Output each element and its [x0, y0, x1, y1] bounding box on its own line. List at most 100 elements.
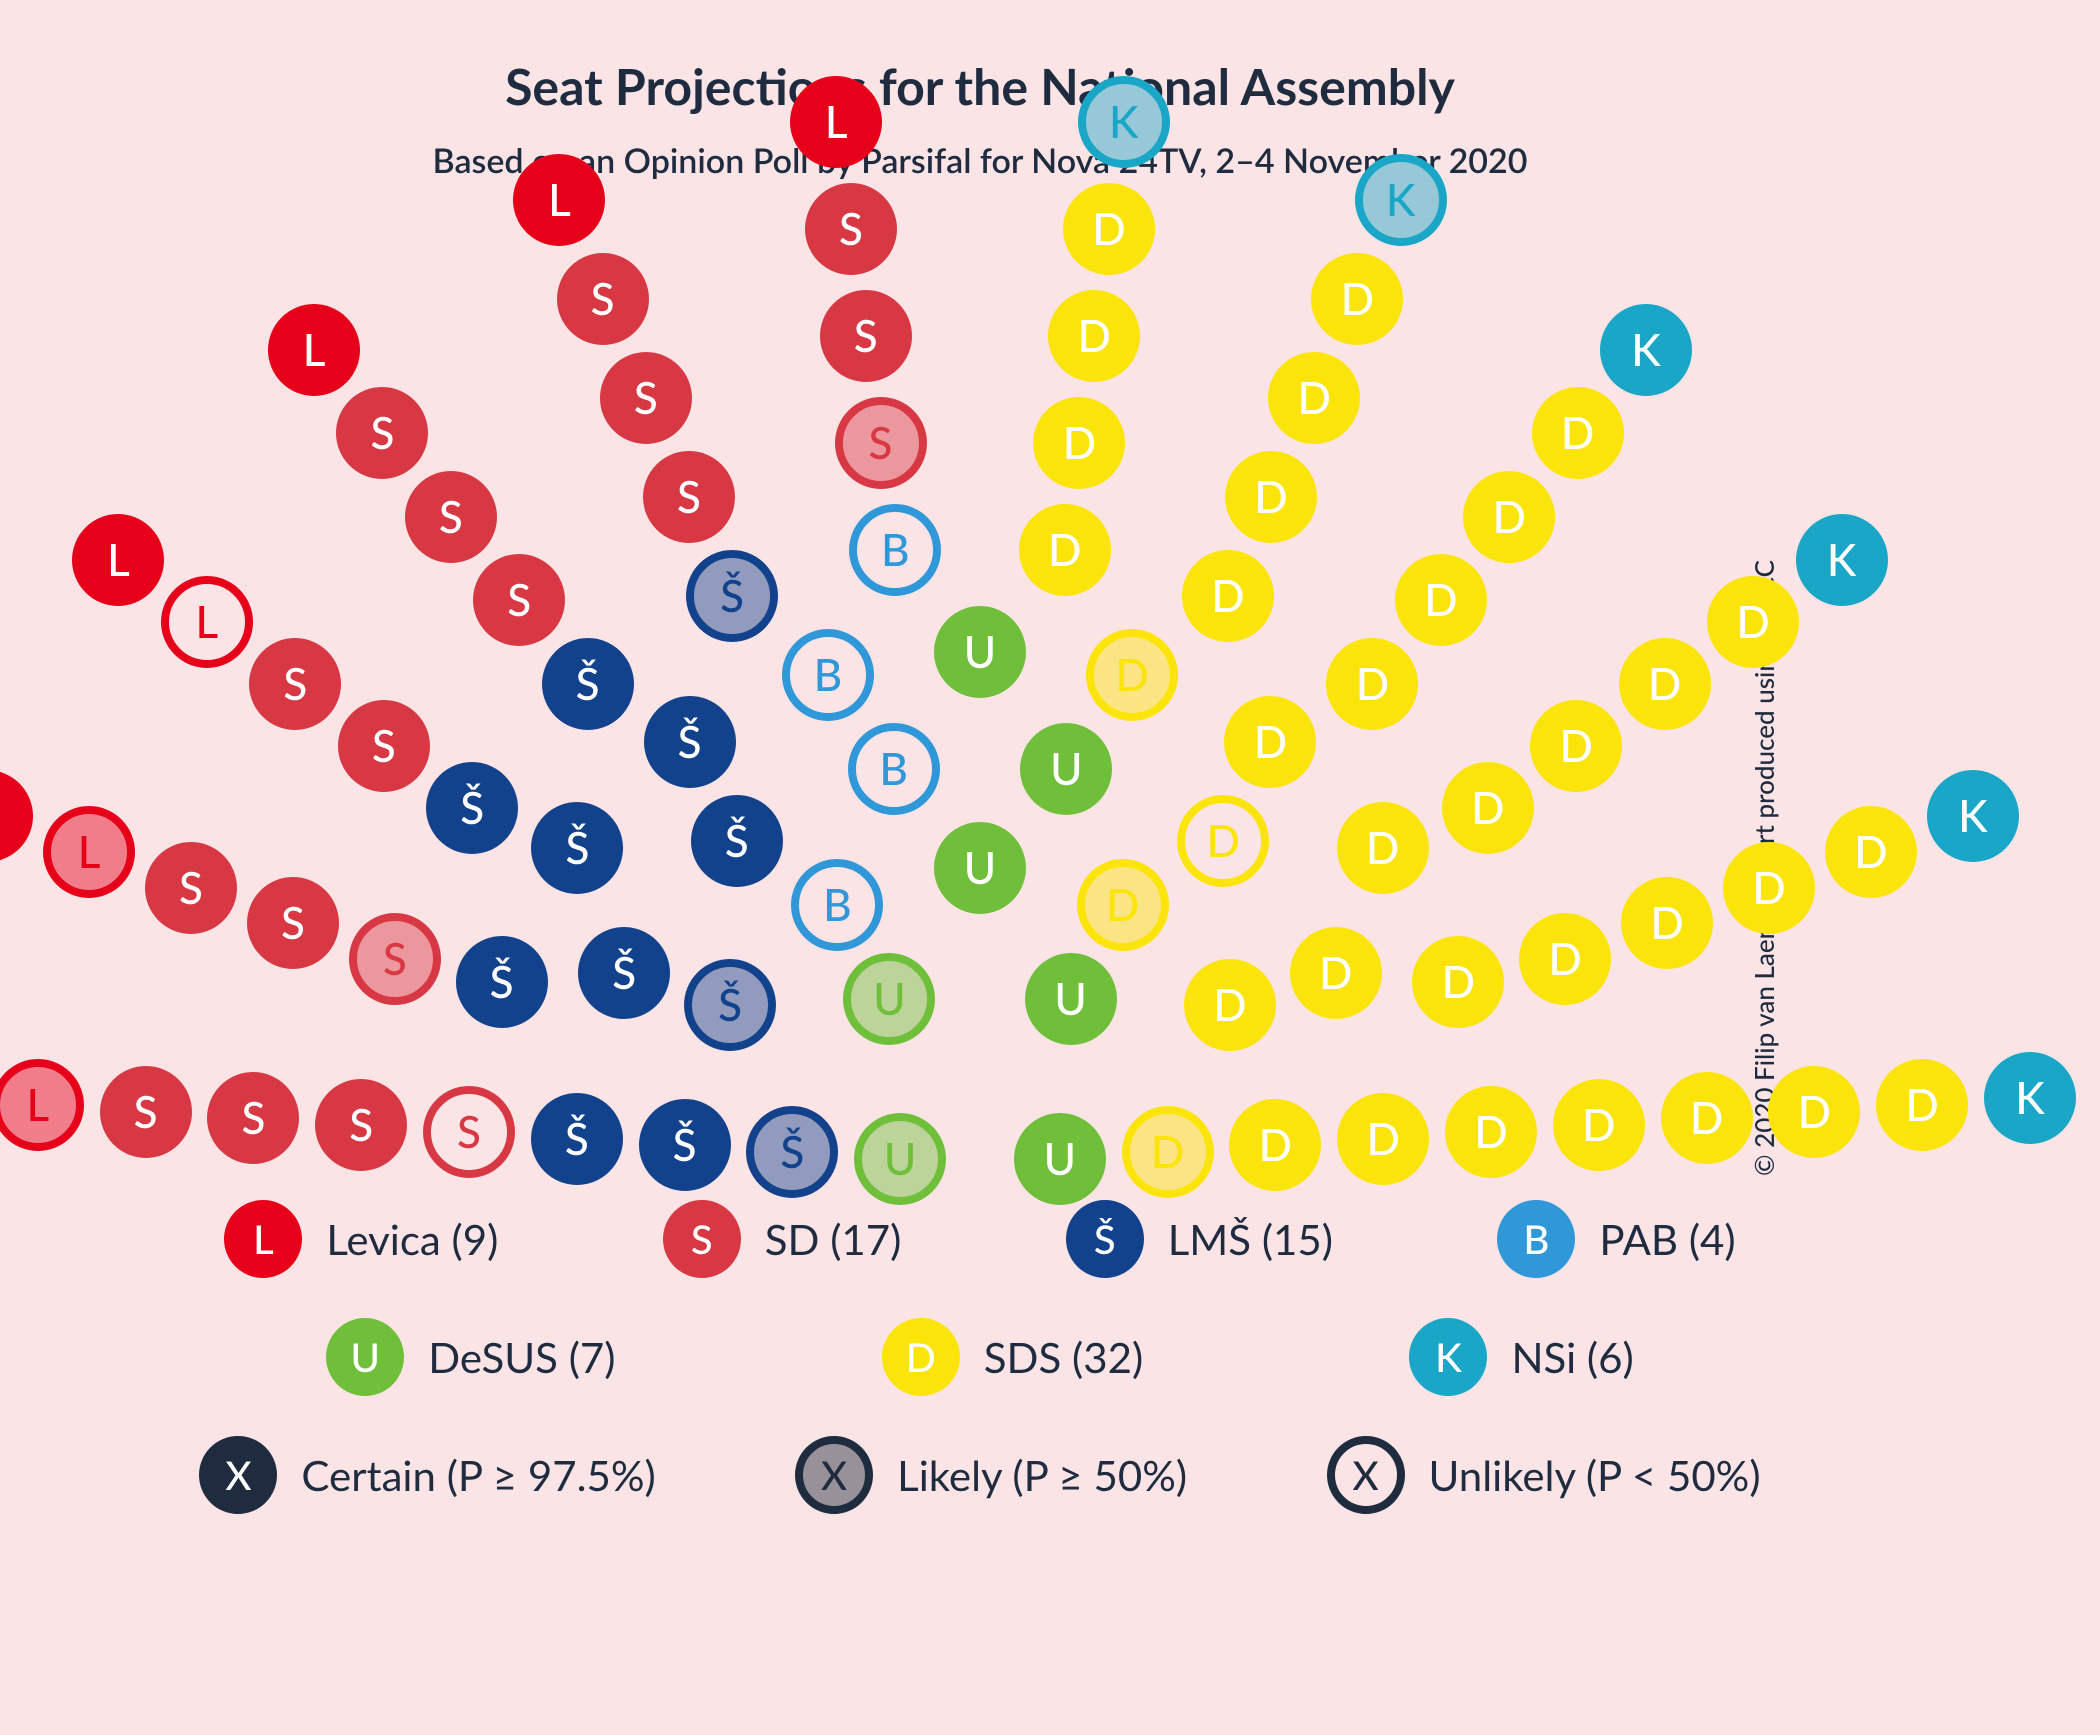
seat-letter: L: [825, 100, 848, 144]
seat-letter: K: [1386, 178, 1415, 222]
seat-letter: D: [1854, 830, 1887, 874]
seat-letter: D: [1092, 207, 1125, 251]
seat: D: [1723, 842, 1815, 934]
legend-swatch: L: [224, 1200, 302, 1278]
seat: D: [1825, 806, 1917, 898]
legend-row: XCertain (P ≥ 97.5%)XLikely (P ≥ 50%)XUn…: [60, 1436, 1900, 1514]
seat: L: [72, 514, 164, 606]
seat: D: [1268, 352, 1360, 444]
seat-letter: D: [1115, 653, 1148, 697]
seat-letter: S: [281, 901, 305, 945]
legend-item: LLevica (9): [224, 1200, 498, 1278]
seat-letter: S: [283, 662, 307, 706]
seat: S: [423, 1086, 515, 1178]
seat: Š: [578, 927, 670, 1019]
seat: U: [934, 822, 1026, 914]
seat-letter: B: [814, 653, 843, 697]
seat-letter: Š: [576, 662, 600, 706]
seat-letter: K: [2015, 1076, 2044, 1120]
seat: D: [1086, 629, 1178, 721]
seat-letter: S: [134, 1090, 158, 1134]
seat: L: [513, 154, 605, 246]
legend-label: LMŠ (15): [1168, 1214, 1333, 1264]
seat-letter: Š: [718, 983, 742, 1027]
seat: S: [249, 638, 341, 730]
seat-letter: B: [823, 883, 852, 927]
legend-swatch: X: [1327, 1436, 1405, 1514]
seat-letter: S: [869, 421, 893, 465]
seat: S: [315, 1079, 407, 1171]
seat: D: [1621, 877, 1713, 969]
seat-letter: S: [591, 277, 615, 321]
seat-letter: Š: [612, 951, 636, 995]
legend-label: Likely (P ≥ 50%): [897, 1450, 1187, 1500]
seat: Š: [639, 1099, 731, 1191]
legend-item: BPAB (4): [1497, 1200, 1735, 1278]
seat-letter: D: [1492, 495, 1525, 539]
seat-letter: L: [27, 1083, 50, 1127]
seat: D: [1077, 859, 1169, 951]
seat-letter: Š: [725, 819, 749, 863]
seat: Š: [542, 638, 634, 730]
seat-letter: Š: [678, 720, 702, 764]
legend-item: X Unlikely (P < 50%): [1327, 1436, 1761, 1514]
legend-swatch: U: [326, 1318, 404, 1396]
seat-letter: D: [1063, 421, 1096, 465]
seat: K: [1927, 770, 2019, 862]
legend-item: XLikely (P ≥ 50%): [795, 1436, 1187, 1514]
seat: Š: [686, 550, 778, 642]
seat: D: [1337, 802, 1429, 894]
seat: U: [1025, 953, 1117, 1045]
seat: B: [782, 629, 874, 721]
seat: D: [1326, 638, 1418, 730]
seat-letter: D: [1106, 883, 1139, 927]
seat-letter: D: [1259, 1123, 1292, 1167]
seat-letter: D: [1650, 901, 1683, 945]
seat-letter: Š: [565, 826, 589, 870]
hemicycle-arch: LLLLLLKKKKKKLLLSSSDDDDDDSSSSSSDDDDDDSSSS…: [40, 220, 1920, 1120]
seat: D: [1768, 1066, 1860, 1158]
seat: U: [843, 953, 935, 1045]
seat: S: [835, 397, 927, 489]
seat-letter: L: [303, 328, 326, 372]
seat: K: [1796, 514, 1888, 606]
seat: K: [1078, 76, 1170, 168]
seat: D: [1530, 700, 1622, 792]
seat: S: [349, 913, 441, 1005]
seat: S: [100, 1066, 192, 1158]
seat-letter: U: [1044, 1137, 1076, 1181]
seat: D: [1182, 550, 1274, 642]
seat-letter: D: [1297, 376, 1330, 420]
seat-letter: S: [383, 937, 407, 981]
legend-item: DSDS (32): [882, 1318, 1143, 1396]
seat: Š: [531, 1093, 623, 1185]
seat-letter: D: [1078, 314, 1111, 358]
seat: Š: [684, 959, 776, 1051]
legend-label: SD (17): [765, 1214, 902, 1264]
seat-letter: U: [873, 977, 905, 1021]
seat-letter: B: [879, 747, 908, 791]
seat-letter: U: [1054, 977, 1086, 1021]
seat: S: [805, 183, 897, 275]
seat: D: [1224, 696, 1316, 788]
seat-letter: D: [1736, 600, 1769, 644]
seat: S: [207, 1072, 299, 1164]
seat-letter: D: [1548, 937, 1581, 981]
seat-letter: D: [1254, 720, 1287, 764]
seat: D: [1412, 936, 1504, 1028]
seat: S: [557, 253, 649, 345]
seat-letter: S: [372, 724, 396, 768]
seat-letter: D: [1752, 866, 1785, 910]
seat-letter: K: [1631, 328, 1660, 372]
seat-letter: Š: [673, 1123, 697, 1167]
seat: D: [1337, 1093, 1429, 1185]
legend-label: Unlikely (P < 50%): [1429, 1450, 1761, 1500]
seat: D: [1876, 1059, 1968, 1151]
seat-letter: Š: [780, 1130, 804, 1174]
chart-page: Seat Projections for the National Assemb…: [0, 0, 2100, 1735]
seat: L: [790, 76, 882, 168]
seat: U: [934, 606, 1026, 698]
seat: D: [1048, 290, 1140, 382]
seat: D: [1553, 1079, 1645, 1171]
seat: D: [1122, 1106, 1214, 1198]
